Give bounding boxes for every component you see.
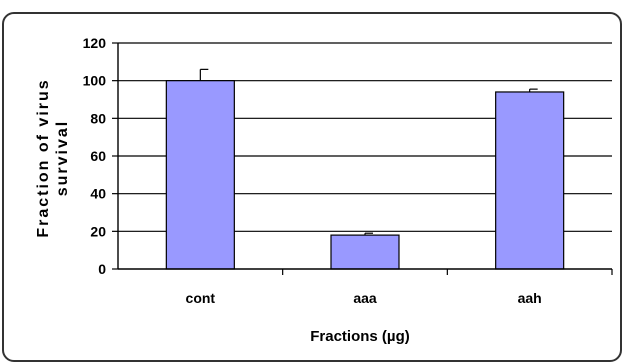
y-tick-label-20: 20 (90, 223, 106, 239)
bar-aah (495, 91, 565, 270)
axes (112, 42, 613, 275)
x-tick-label-cont: cont (186, 290, 216, 306)
y-tick-label-0: 0 (98, 261, 106, 277)
y-axis-title-line2: survival (54, 120, 71, 196)
y-tick-label-100: 100 (83, 73, 107, 89)
x-tick-labels: cont aaa aah (186, 290, 542, 306)
y-axis-title-line1: Fraction of virus (35, 78, 52, 237)
y-tick-label-40: 40 (90, 186, 106, 202)
y-tick-labels: 0 20 40 60 80 100 120 (83, 35, 107, 277)
bars (165, 68, 565, 270)
bar-chart: 0 20 40 60 80 100 120 cont aaa aah Fractions (µg… (35, 35, 613, 345)
y-tick-label-80: 80 (90, 110, 106, 126)
y-tick-label-60: 60 (90, 148, 106, 164)
bar-aaa (330, 234, 400, 270)
bar-cont (165, 80, 235, 270)
x-tick-label-aah: aah (518, 290, 542, 306)
x-tick-label-aaa: aaa (353, 290, 377, 306)
x-axis-title: Fractions (µg) (310, 328, 409, 345)
y-tick-label-120: 120 (83, 35, 107, 51)
